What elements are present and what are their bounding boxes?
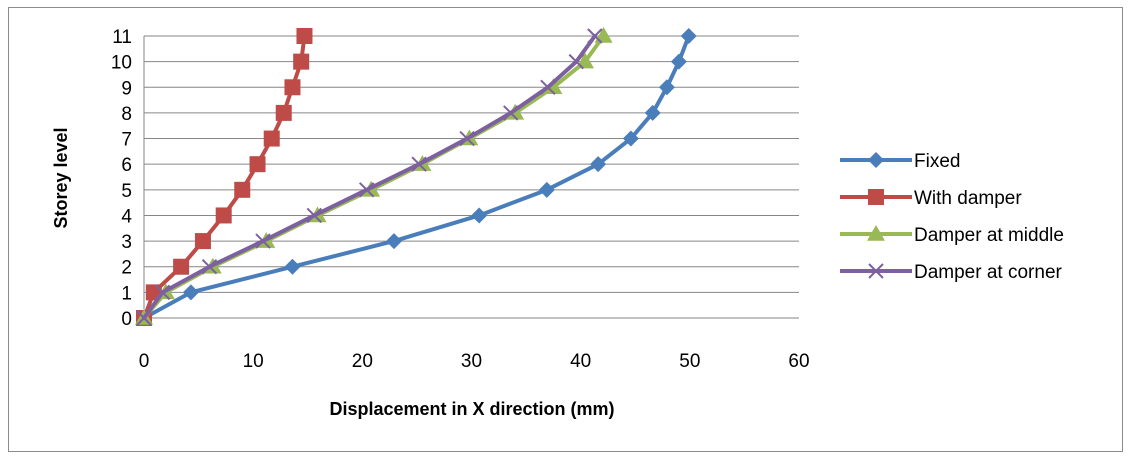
data-point xyxy=(234,181,251,198)
legend-marker xyxy=(867,225,885,241)
data-point xyxy=(544,78,563,95)
data-point xyxy=(306,207,323,224)
data-point xyxy=(284,79,301,96)
data-point xyxy=(590,156,607,173)
data-point xyxy=(293,53,310,70)
data-point xyxy=(385,233,402,250)
data-point xyxy=(182,284,199,301)
series-line-damper-at-middle xyxy=(142,34,606,320)
y-tick-label: 7 xyxy=(121,130,132,151)
axis-labels: 0 1 2 3 4 5 6 7 8 9 10 11 0 10 20 30 40 50 60 xyxy=(111,27,810,372)
data-point xyxy=(540,79,556,95)
y-tick-label: 2 xyxy=(121,258,132,279)
data-point xyxy=(568,53,585,70)
data-point xyxy=(503,105,519,121)
chart-frame xyxy=(8,7,1123,452)
data-point xyxy=(194,233,211,250)
data-point xyxy=(622,130,639,147)
x-tick-label: 60 xyxy=(788,351,809,372)
x-axis-title: Displacement in X direction (mm) xyxy=(329,399,614,419)
series-damper-at-middle xyxy=(135,27,613,325)
series-line-damper-at-corner xyxy=(142,34,597,320)
data-point xyxy=(201,259,218,275)
y-axis-title: Storey level xyxy=(51,127,71,228)
y-tick-label: 3 xyxy=(121,232,132,253)
data-point xyxy=(658,79,675,96)
data-point xyxy=(249,156,266,173)
data-point xyxy=(275,104,292,121)
legend-item-damper-at-corner: Damper at corner xyxy=(840,262,1063,283)
series-line-with-damper xyxy=(142,34,307,320)
legend-item-with-damper: With damper xyxy=(840,188,1022,209)
legend: Fixed With damper Damper at middle Damper a… xyxy=(840,151,1064,283)
x-tick-label: 10 xyxy=(243,351,264,372)
data-point xyxy=(284,258,301,275)
x-tick-label: 30 xyxy=(461,351,482,372)
legend-item-damper-at-middle: Damper at middle xyxy=(840,225,1064,246)
y-tick-label: 9 xyxy=(121,78,132,99)
x-tick-label: 20 xyxy=(352,351,373,372)
data-point xyxy=(215,207,232,224)
series-with-damper xyxy=(136,28,313,326)
data-point xyxy=(255,233,271,249)
gridlines xyxy=(144,35,799,319)
data-point xyxy=(576,52,595,69)
data-point xyxy=(263,130,280,147)
data-point xyxy=(296,28,313,44)
legend-label: Damper at corner xyxy=(914,262,1063,283)
y-tick-label: 6 xyxy=(121,155,132,176)
y-tick-label: 10 xyxy=(111,53,132,74)
data-point xyxy=(154,284,171,301)
data-point xyxy=(538,181,555,198)
legend-label: Fixed xyxy=(914,151,960,172)
series-fixed xyxy=(136,28,697,326)
series-damper-at-corner xyxy=(136,28,603,326)
legend-item-fixed: Fixed xyxy=(840,151,960,172)
legend-marker xyxy=(868,263,884,279)
y-tick-label: 0 xyxy=(121,309,132,330)
data-point xyxy=(670,53,687,70)
data-point xyxy=(471,207,488,224)
y-tick-label: 8 xyxy=(121,104,132,125)
data-point xyxy=(173,258,190,275)
data-point xyxy=(680,28,697,44)
y-tick-label: 5 xyxy=(121,181,132,202)
series-line-fixed xyxy=(142,34,691,320)
x-tick-label: 0 xyxy=(139,351,150,372)
x-tick-label: 50 xyxy=(679,351,700,372)
data-point xyxy=(136,310,152,326)
data-point xyxy=(358,182,375,198)
data-point xyxy=(459,130,475,147)
y-tick-label: 1 xyxy=(121,283,132,304)
legend-label: Damper at middle xyxy=(914,225,1064,246)
legend-label: With damper xyxy=(914,188,1022,209)
y-tick-label: 4 xyxy=(121,206,132,227)
legend-marker xyxy=(868,152,884,168)
x-tick-label: 40 xyxy=(570,351,591,372)
data-point xyxy=(587,28,603,44)
legend-marker xyxy=(868,189,884,205)
data-point xyxy=(411,156,427,172)
y-tick-label: 11 xyxy=(112,27,132,48)
series-group xyxy=(135,27,697,326)
data-point xyxy=(644,104,661,121)
data-point xyxy=(594,27,613,43)
